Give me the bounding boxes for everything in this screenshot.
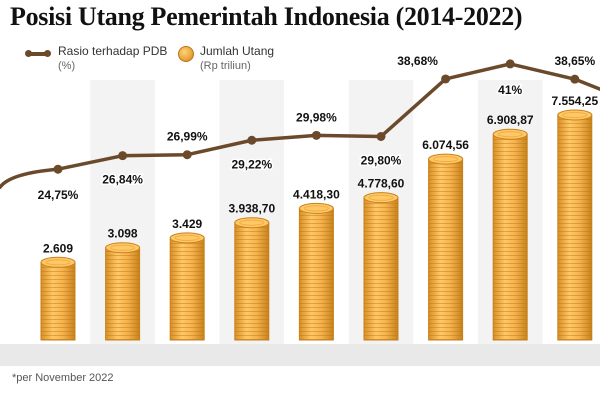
bar-value-label-2021: 6.908,87 [487,113,534,127]
bar-top-coin-rim-2020 [433,155,459,163]
ratio-point-2020 [441,74,451,84]
bar-ridges-2018 [299,208,334,340]
bar-top-coin-rim-2018 [303,205,329,212]
legend-debt-swatch [178,46,194,62]
ratio-value-label-2017: 29,22% [231,157,272,171]
bar-top-coin-rim-2021 [497,131,523,138]
ratio-point-2016 [182,150,192,160]
ratio-value-label-2019: 29,80% [361,153,402,167]
footnote: *per November 2022 [12,372,114,384]
bar-ridges-2020 [428,159,463,340]
bar-ridges-2015 [105,247,140,340]
legend-ratio-label: Rasio terhadap PDB [58,44,168,58]
bar-ridges-2017 [234,222,269,340]
bar-value-label-2018: 4.418,30 [293,187,340,201]
legend-debt-label: Jumlah Utang [200,44,275,58]
bar-value-label-2019: 4.778,60 [358,177,405,191]
ratio-point-2017 [247,135,257,145]
bar-ridges-2022* [557,115,592,340]
bar-top-coin-rim-2016 [174,234,200,241]
ratio-value-label-2022*: 38,65% [554,54,595,68]
bar-top-coin-rim-2014 [45,259,71,266]
bar-value-label-2014: 2.609 [43,241,73,255]
bar-value-label-2020: 6.074,56 [422,138,469,152]
ratio-point-2014 [53,164,63,174]
legend-debt: Jumlah Utang (Rp triliun) [200,44,274,74]
bar-ridges-2021 [493,134,528,340]
ratio-value-label-2021: 41% [498,83,522,97]
x-axis-band [0,344,600,366]
ratio-point-2019 [376,131,386,141]
legend-ratio: Rasio terhadap PDB (%) [58,44,167,74]
bar-value-label-2015: 3.098 [108,227,138,241]
bar-value-label-2016: 3.429 [172,217,202,231]
ratio-value-label-2020: 38,68% [397,54,438,68]
ratio-value-label-2018: 29,98% [296,110,337,124]
bar-value-label-2022*: 7.554,25 [551,94,598,108]
bar-ridges-2014 [41,262,75,340]
legend-debt-unit: (Rp triliun) [200,60,251,72]
legend-ratio-unit: (%) [58,60,76,72]
ratio-value-label-2014: 24,75% [38,188,79,202]
bar-top-coin-rim-2022* [562,111,588,119]
ratio-point-2018 [311,130,321,140]
chart-title: Posisi Utang Pemerintah Indonesia (2014-… [10,2,523,31]
ratio-point-2021 [505,59,515,69]
bar-top-coin-rim-2019 [368,194,394,201]
legend-ratio-swatch [25,50,51,57]
ratio-point-2015 [118,151,128,161]
bar-ridges-2019 [364,197,398,340]
ratio-value-label-2016: 26,99% [167,130,208,144]
bar-value-label-2017: 3.938,70 [228,202,275,216]
ratio-point-2022* [570,74,580,84]
bar-top-coin-rim-2015 [110,244,136,251]
ratio-value-label-2015: 26,84% [102,173,143,187]
bar-top-coin-rim-2017 [239,219,265,226]
bar-ridges-2016 [170,237,205,340]
